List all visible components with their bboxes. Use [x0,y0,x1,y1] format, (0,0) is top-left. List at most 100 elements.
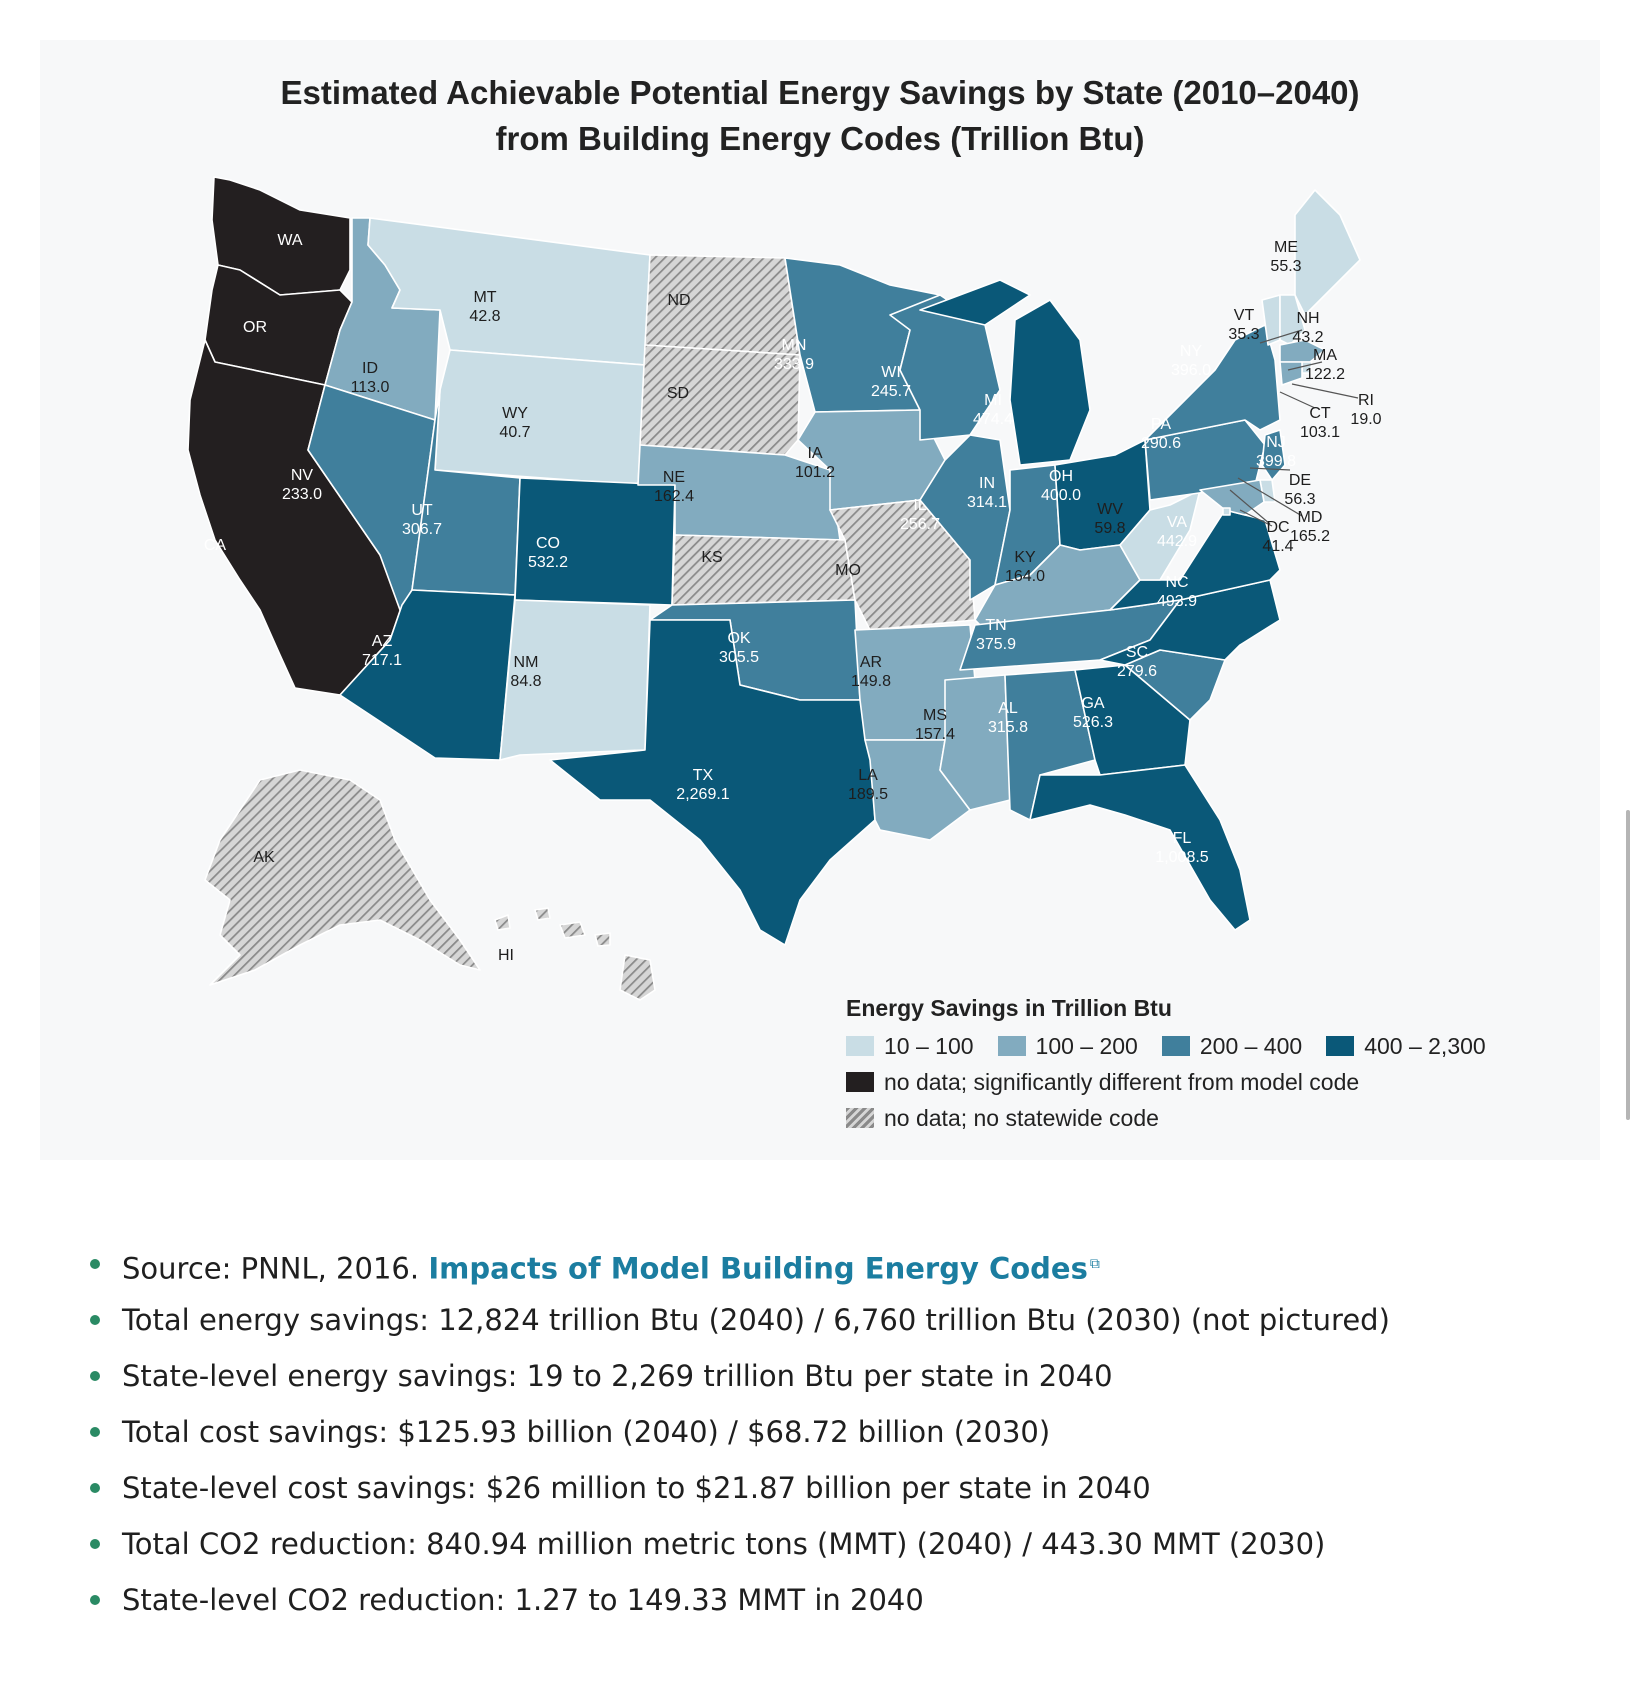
state-abbr-il: IL [913,497,926,514]
state-label-in: IN 314.1 [967,475,1007,511]
state-nc [1099,579,1281,666]
state-abbr-ky: KY [1014,549,1036,566]
state-value-mn: 333.9 [774,356,814,373]
state-value-dc: 41.4 [1262,538,1293,555]
legend-no-data-diff-label: no data; significantly different from mo… [884,1068,1360,1095]
state-abbr-wi: WI [881,364,901,381]
legend-swatch-1 [846,1036,874,1056]
state-label-id: ID 113.0 [351,360,390,396]
state-abbr-mo: MO [835,562,861,579]
state-label-ne: NE 162.4 [654,469,694,505]
legend-swatch-4 [1326,1036,1355,1056]
state-abbr-wa: WA [277,232,303,249]
state-label-ut: UT 306.7 [402,502,442,538]
state-abbr-in: IN [979,475,995,492]
state-label-la: LA 189.5 [848,767,888,803]
state-tx [549,619,876,946]
leader-line-6 [1229,489,1271,525]
state-fl [1029,764,1251,931]
state-label-mn: MN 333.9 [774,337,814,373]
state-value-pa: 290.6 [1141,435,1181,452]
state-value-sc: 279.6 [1117,663,1157,680]
state-abbr-ct: CT [1309,405,1331,422]
state-abbr-la: LA [858,767,878,784]
state-label-mo: MO [835,562,861,579]
note-source-prefix: Source: PNNL, 2016. [122,1251,429,1286]
external-link-icon: ⧉ [1089,1256,1100,1272]
map-figure: Estimated Achievable Potential Energy Sa… [40,40,1600,1160]
map-legend: Energy Savings in Trillion Btu 10 – 100 … [846,995,1586,1136]
legend-swatch-black [846,1072,874,1092]
state-abbr-de: DE [1289,472,1311,489]
legend-no-data-none-row: no data; no statewide code [846,1100,1586,1136]
state-abbr-ri: RI [1358,392,1374,409]
state-ma [1279,339,1326,363]
state-label-nm: NM 84.8 [510,654,541,690]
state-value-oh: 400.0 [1041,487,1081,504]
state-value-ok: 305.5 [719,649,759,666]
state-abbr-nv: NV [291,467,314,484]
state-label-tn: TN 375.9 [976,617,1016,653]
state-nh [1279,294,1306,346]
state-label-nh: NH 43.2 [1292,310,1323,346]
leader-line-4 [1249,467,1291,471]
state-value-ga: 526.3 [1073,714,1113,731]
state-label-md: MD 165.2 [1290,509,1330,545]
state-label-sc: SC 279.6 [1117,644,1157,680]
source-link[interactable]: Impacts of Model Building Energy Codes [428,1251,1088,1286]
state-value-nm: 84.8 [510,673,541,690]
page-scrollbar[interactable] [1626,810,1630,1120]
state-label-wi: WI 245.7 [871,364,911,400]
state-label-ok: OK 305.5 [719,630,759,666]
state-wa [211,176,351,296]
state-label-al: AL 315.8 [988,700,1028,736]
state-mi [919,279,1091,466]
state-abbr-va: VA [1167,514,1187,531]
state-abbr-or: OR [243,319,267,336]
state-label-fl: FL 1,008.5 [1155,830,1208,866]
state-value-co: 532.2 [528,554,568,571]
leader-line-1 [1287,361,1323,371]
state-value-ut: 306.7 [402,521,442,538]
state-value-tx: 2,269.1 [676,786,729,803]
state-abbr-tx: TX [693,767,714,784]
leader-line-5 [1237,477,1303,517]
state-label-mt: MT 42.8 [469,289,500,325]
state-abbr-nj: NJ [1266,434,1286,451]
legend-swatch-3 [1161,1036,1190,1056]
note-state-co2: State-level CO2 reduction: 1.27 to 149.3… [80,1572,1600,1628]
state-abbr-vt: VT [1234,307,1255,324]
state-abbr-hi: HI [498,947,514,964]
state-me [1294,189,1361,316]
state-value-nh: 43.2 [1292,329,1323,346]
notes-list: Source: PNNL, 2016. Impacts of Model Bui… [80,1236,1600,1628]
legend-bin-1: 10 – 100 [846,1033,974,1060]
state-abbr-mt: MT [473,289,496,306]
map-title-line-2: from Building Energy Codes (Trillion Btu… [495,120,1145,157]
state-value-al: 315.8 [988,719,1028,736]
legend-swatch-2 [997,1036,1026,1056]
state-abbr-wv: WV [1097,501,1123,518]
state-abbr-nm: NM [514,654,539,671]
state-abbr-ia: IA [807,445,822,462]
state-abbr-ne: NE [663,469,685,486]
state-nm [499,599,651,761]
state-value-wy: 40.7 [499,424,530,441]
state-label-ks: KS [701,549,722,566]
state-label-ma: MA 122.2 [1305,347,1345,383]
legend-no-data-diff-row: no data; significantly different from mo… [846,1064,1586,1100]
state-abbr-sd: SD [667,385,689,402]
state-label-wy: WY 40.7 [499,405,530,441]
legend-bin-3-label: 200 – 400 [1199,1032,1303,1059]
state-abbr-fl: FL [1173,830,1192,847]
state-label-va: VA 442.9 [1157,514,1197,550]
state-abbr-ny: NY [1180,343,1203,360]
legend-bin-3: 200 – 400 [1161,1032,1303,1060]
legend-bins-row: 10 – 100 100 – 200 200 – 400 400 – 2,300 [846,1028,1586,1064]
state-value-de: 56.3 [1284,491,1315,508]
state-label-ca: CA [204,537,227,554]
state-abbr-co: CO [536,535,560,552]
legend-swatch-hatch [846,1108,874,1128]
state-abbr-nc: NC [1165,574,1188,591]
state-abbr-ar: AR [860,654,882,671]
